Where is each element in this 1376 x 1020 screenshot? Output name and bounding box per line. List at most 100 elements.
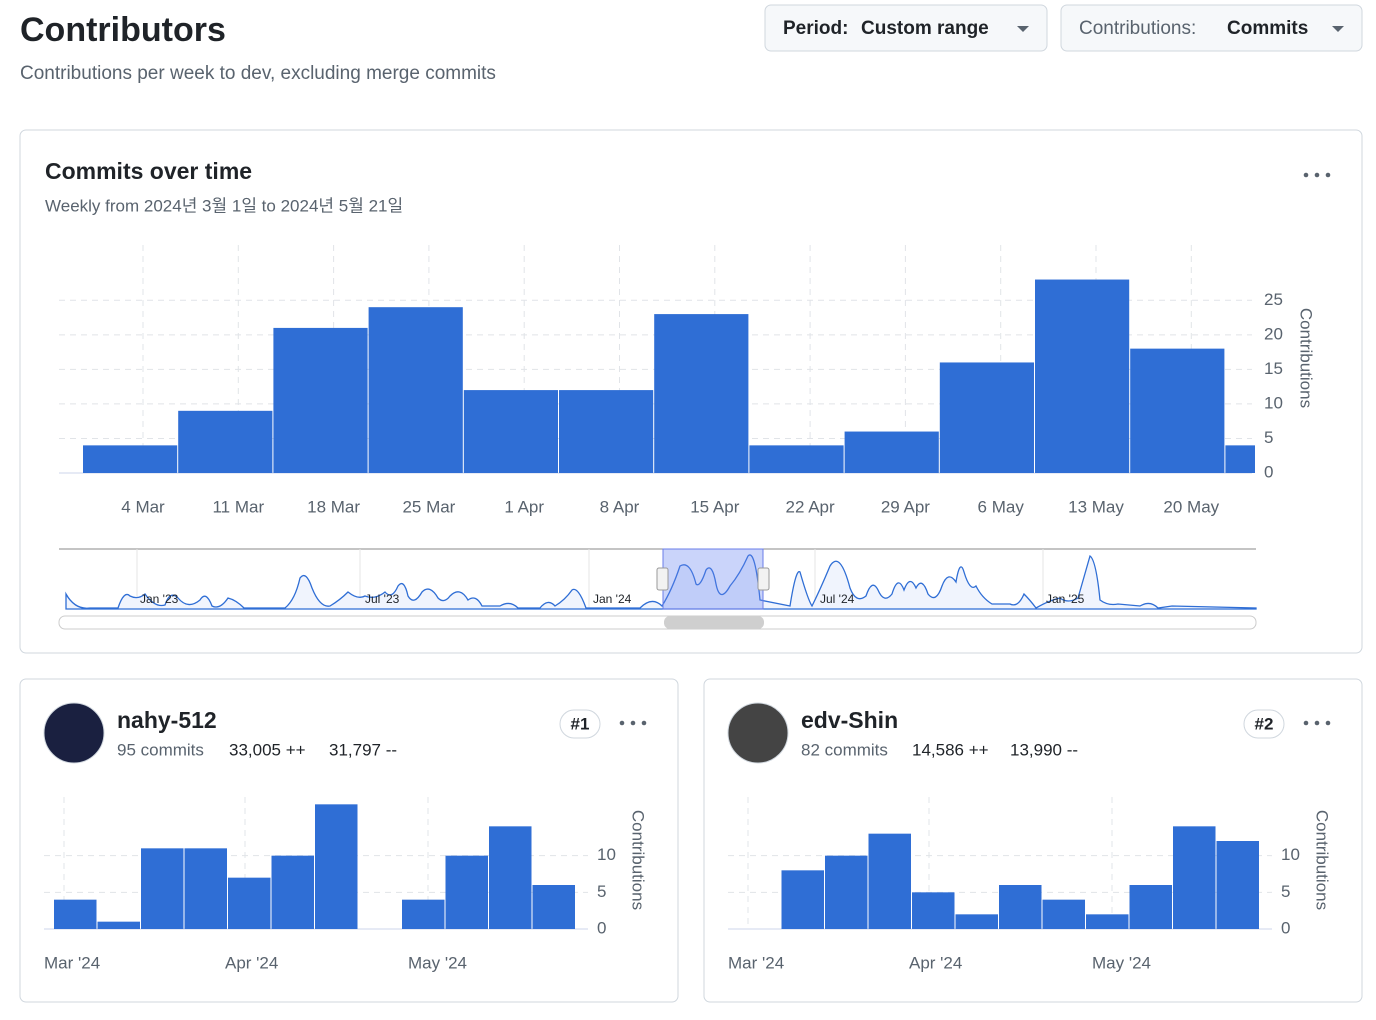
bar xyxy=(184,848,227,929)
additions: 14,586 ++ xyxy=(912,740,989,759)
caret[interactable] xyxy=(1332,26,1344,32)
x-tick-label: May '24 xyxy=(1092,953,1151,972)
chart-subtitle: Weekly from 2024년 3월 1일 to 2024년 5월 21일 xyxy=(45,196,403,215)
y-axis-label: Contributions xyxy=(1313,810,1332,910)
commit-count: 95 commits xyxy=(117,740,204,759)
menu-dot xyxy=(619,720,625,726)
nav-handle[interactable] xyxy=(656,567,669,591)
bar xyxy=(445,855,488,929)
navigator[interactable] xyxy=(58,548,1257,630)
contributor-name: edv-Shin xyxy=(801,707,898,733)
nav-thumb[interactable] xyxy=(664,616,764,629)
menu-dots[interactable] xyxy=(1303,172,1331,178)
bar xyxy=(844,431,939,473)
y-axis-label: Contributions xyxy=(1297,308,1316,408)
bar xyxy=(868,833,911,929)
x-tick-label: Mar '24 xyxy=(728,953,784,972)
page-subtitle: Contributions per week to dev, excluding… xyxy=(20,63,496,84)
bar xyxy=(228,877,271,929)
bar xyxy=(97,921,140,929)
button-bg[interactable] xyxy=(1060,4,1363,52)
menu-dot xyxy=(641,720,647,726)
bar xyxy=(273,327,368,473)
nav-label: Jan '24 xyxy=(593,592,632,606)
bar xyxy=(654,314,749,473)
x-tick-label: 25 Mar xyxy=(402,497,455,516)
bar xyxy=(749,445,844,473)
y-tick-label: 10 xyxy=(597,845,616,864)
nav-line xyxy=(65,554,1257,610)
bar xyxy=(141,848,184,929)
menu-dot xyxy=(1303,720,1309,726)
nav-label: Jul '23 xyxy=(365,592,400,606)
bar xyxy=(559,390,654,473)
menu-dot xyxy=(1314,720,1320,726)
y-tick-label: 20 xyxy=(1264,324,1283,343)
bar xyxy=(1225,445,1255,473)
bar xyxy=(939,362,1034,473)
bar xyxy=(825,855,868,929)
contributions-button[interactable]: Contributions: Commits xyxy=(1060,4,1363,52)
y-tick-label: 0 xyxy=(1281,918,1290,937)
bar xyxy=(463,390,558,473)
button-prefix[interactable]: Contributions: xyxy=(1079,18,1196,39)
bar xyxy=(315,804,358,929)
x-tick-label: 4 Mar xyxy=(121,497,165,516)
bar xyxy=(54,899,97,929)
deletions: 31,797 -- xyxy=(329,740,397,759)
bar xyxy=(1129,885,1172,929)
x-tick-label: 13 May xyxy=(1068,497,1124,516)
y-tick-label: 10 xyxy=(1281,845,1300,864)
bar xyxy=(912,892,955,929)
page-title: Contributors xyxy=(20,11,226,49)
dot[interactable] xyxy=(1303,172,1309,178)
y-tick-label: 15 xyxy=(1264,359,1283,378)
dot[interactable] xyxy=(1325,172,1331,178)
bar xyxy=(271,855,314,929)
bar xyxy=(368,307,463,473)
bar xyxy=(1130,348,1225,473)
chart-title: Commits over time xyxy=(45,158,252,184)
bar xyxy=(1035,279,1130,473)
button-prefix[interactable]: Period: xyxy=(783,18,848,39)
x-tick-label: 6 May xyxy=(978,497,1025,516)
x-tick-label: Apr '24 xyxy=(225,953,278,972)
nav-selection[interactable] xyxy=(662,548,764,610)
nav-scrollbar[interactable] xyxy=(58,615,1257,630)
rank-badge xyxy=(559,709,601,739)
bar xyxy=(955,914,998,929)
caret[interactable] xyxy=(1017,26,1029,32)
button-value[interactable]: Commits xyxy=(1227,18,1308,39)
avatar xyxy=(727,702,789,764)
y-tick-label: 5 xyxy=(1264,428,1273,447)
nav-label: Jul '24 xyxy=(820,592,855,606)
x-tick-label: 1 Apr xyxy=(504,497,544,516)
bar xyxy=(1042,899,1085,929)
additions: 33,005 ++ xyxy=(229,740,306,759)
bar xyxy=(178,410,273,473)
x-tick-label: 18 Mar xyxy=(307,497,360,516)
x-tick-label: 15 Apr xyxy=(690,497,739,516)
x-tick-label: May '24 xyxy=(408,953,467,972)
bar xyxy=(532,885,575,929)
bar xyxy=(1216,841,1259,929)
menu-dot xyxy=(1325,720,1331,726)
x-tick-label: 8 Apr xyxy=(600,497,640,516)
period-button[interactable]: Period: Custom range xyxy=(764,4,1048,52)
y-tick-label: 5 xyxy=(1281,882,1290,901)
x-tick-label: 22 Apr xyxy=(786,497,835,516)
bar xyxy=(489,826,532,929)
nav-handle[interactable] xyxy=(757,567,770,591)
y-tick-label: 10 xyxy=(1264,393,1283,412)
bar xyxy=(781,870,824,929)
commit-count: 82 commits xyxy=(801,740,888,759)
button-bg[interactable] xyxy=(764,4,1048,52)
dot[interactable] xyxy=(1314,172,1320,178)
x-tick-label: 11 Mar xyxy=(212,497,264,516)
x-tick-label: Mar '24 xyxy=(44,953,100,972)
deletions: 13,990 -- xyxy=(1010,740,1078,759)
x-tick-label: 29 Apr xyxy=(881,497,930,516)
bar xyxy=(1173,826,1216,929)
button-value[interactable]: Custom range xyxy=(861,18,989,39)
